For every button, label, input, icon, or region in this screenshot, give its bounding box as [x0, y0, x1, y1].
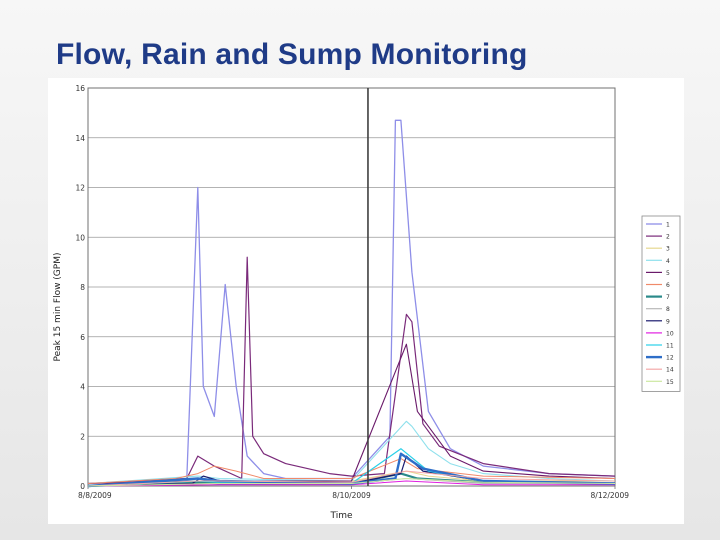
legend-label: 15: [666, 379, 674, 386]
series-lines: [87, 119, 616, 488]
x-axis-label: Time: [329, 511, 352, 521]
x-tick-labels: 8/8/2009 8/10/2009 8/12/2009: [78, 491, 629, 500]
legend-label: 5: [666, 270, 670, 277]
legend-label: 9: [666, 318, 670, 325]
y-tick-label: 12: [75, 184, 85, 193]
series-line-10: [87, 480, 615, 487]
legend-label: 10: [666, 330, 674, 337]
x-tick-label: 8/10/2009: [332, 491, 371, 500]
y-tick-label: 10: [75, 233, 85, 242]
y-tick-label: 14: [75, 134, 85, 143]
slide-title: Flow, Rain and Sump Monitoring: [56, 38, 528, 71]
y-tick-label: 2: [80, 432, 85, 441]
series-line-4: [87, 420, 616, 485]
legend-label: 2: [666, 234, 670, 241]
series-line-15: [87, 478, 616, 487]
y-tick-label: 0: [80, 482, 85, 491]
y-tick-label: 16: [75, 84, 85, 93]
y-tick-label: 6: [80, 333, 85, 342]
legend-label: 14: [666, 367, 674, 374]
chart-background: [48, 78, 684, 524]
legend-label: 4: [666, 258, 670, 265]
legend-label: 8: [666, 306, 670, 313]
legend-label: 6: [666, 282, 670, 289]
y-tick-label: 4: [80, 383, 85, 392]
y-axis-label: Peak 15 min Flow (GPM): [53, 253, 63, 362]
legend-label: 12: [666, 355, 674, 362]
chart-panel: 0 2 4 6 8 10 12 14 16 8/8/2009 8/10/2009 8/12/2009…: [48, 78, 684, 524]
legend-label: 11: [666, 343, 674, 350]
y-tick-labels: 0 2 4 6 8 10 12 14 16: [75, 84, 85, 491]
series-line-14: [87, 470, 616, 487]
legend-label: 1: [666, 222, 670, 229]
legend-label: 3: [666, 246, 670, 253]
legend-box: [641, 215, 681, 392]
x-tick-label: 8/12/2009: [591, 491, 630, 500]
legend-label: 7: [666, 294, 670, 301]
plot-frame: [87, 87, 616, 487]
y-tick-label: 8: [80, 283, 85, 292]
x-tick-label: 8/8/2009: [78, 491, 112, 500]
